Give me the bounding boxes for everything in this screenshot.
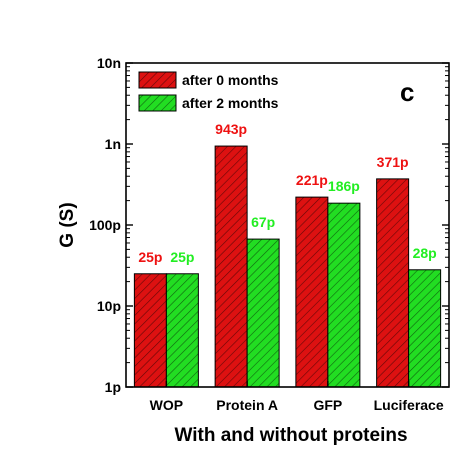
x-tick-label: GFP [313,397,342,413]
y-axis-title: G (S) [57,202,78,247]
x-tick-label: Protein A [216,397,278,413]
data-label: 221p [296,172,328,188]
x-axis-title: With and without proteins [174,425,407,446]
legend-swatch-series-1 [138,94,177,112]
data-labels: 25p 25p 943p 67p 221p 186p 371p 28p [138,121,436,265]
y-tick-label: 10p [97,298,121,314]
y-tick-label: 1n [105,136,121,152]
data-label: 943p [215,121,247,137]
bar-protein-a-series-0 [214,145,248,388]
bar-protein-a-series-1 [246,238,280,388]
bar-wop-series-0 [133,273,167,388]
data-label: 28p [413,245,437,261]
data-label: 186p [328,178,360,194]
bars-layer [133,145,442,388]
y-axis-ticks: 1p 10p 100p 1n 10n [89,55,449,395]
data-label: 25p [138,249,162,265]
bar-gfp-series-0 [295,196,329,388]
legend: after 0 months after 2 months [138,71,279,112]
y-tick-label: 100p [89,217,121,233]
x-tick-label: Luciferace [374,397,444,413]
y-tick-label: 10n [97,55,121,71]
bar-luciferace-series-1 [408,269,442,388]
panel-label: c [400,77,414,107]
bar-luciferace-series-0 [376,178,410,388]
legend-swatch-series-0 [138,71,177,89]
legend-entry-series-1: after 2 months [182,95,279,111]
data-label: 371p [377,154,409,170]
legend-entry-series-0: after 0 months [182,72,279,88]
data-label: 67p [251,214,275,230]
y-tick-label: 1p [105,379,121,395]
data-label: 25p [170,249,194,265]
x-axis-ticks: WOP Protein A GFP Luciferace [150,381,444,413]
x-tick-label: WOP [150,397,183,413]
bar-gfp-series-1 [327,202,361,388]
bar-wop-series-1 [165,273,199,388]
